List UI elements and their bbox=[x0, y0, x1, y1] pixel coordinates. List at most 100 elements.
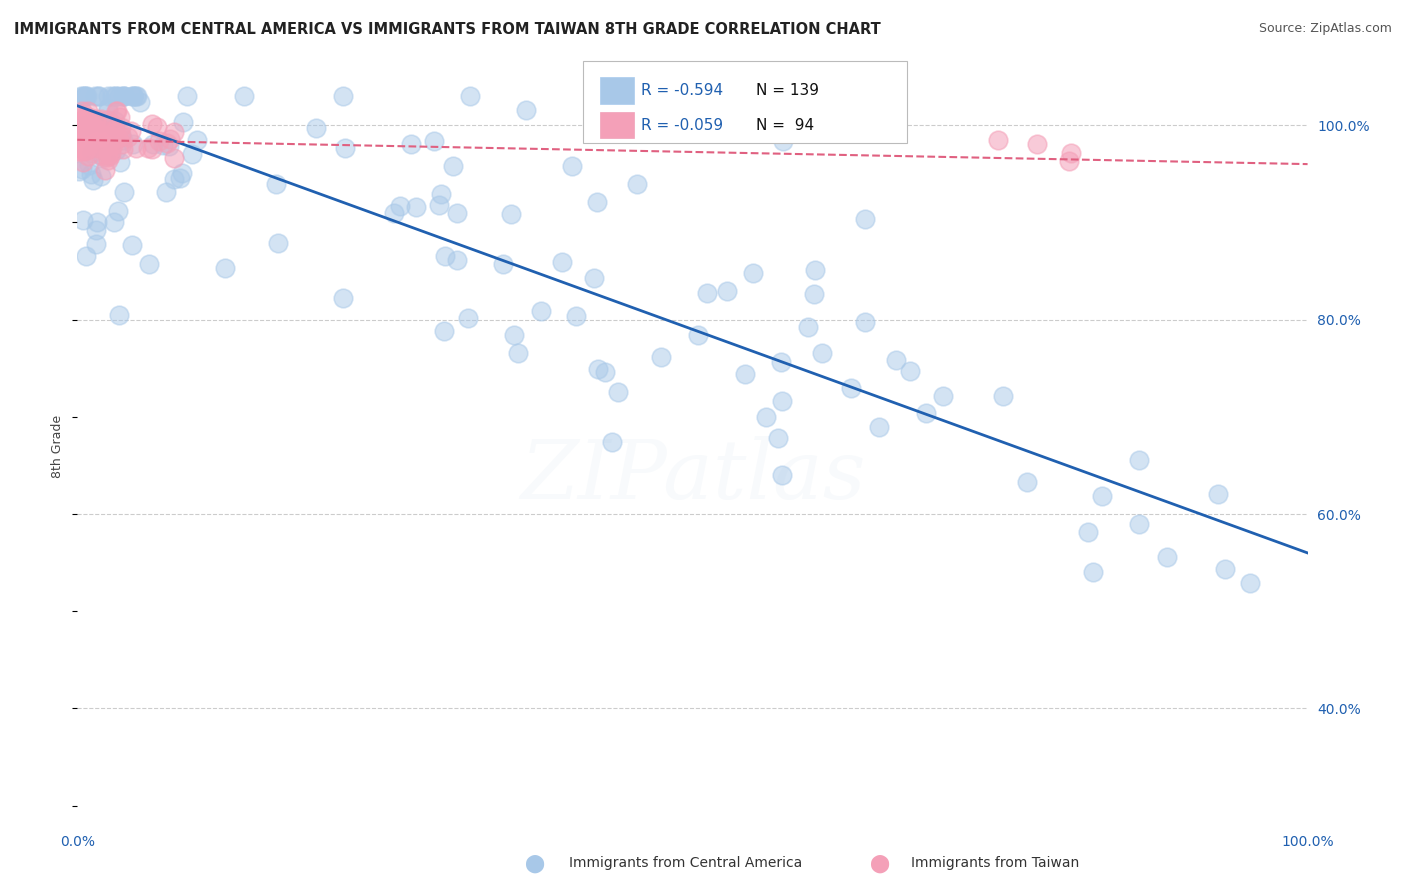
Point bbox=[332, 291, 354, 305]
Point bbox=[446, 206, 468, 220]
Point bbox=[586, 194, 609, 209]
Point bbox=[66, 115, 89, 129]
Point bbox=[163, 172, 186, 186]
Point bbox=[76, 113, 98, 128]
Text: R = -0.594: R = -0.594 bbox=[641, 83, 723, 98]
Point bbox=[76, 89, 98, 103]
Point bbox=[86, 222, 108, 236]
Point bbox=[122, 136, 145, 151]
Point bbox=[433, 324, 456, 338]
Point bbox=[142, 137, 165, 152]
Point bbox=[79, 127, 101, 141]
Point bbox=[91, 150, 114, 164]
Point bbox=[839, 381, 862, 395]
Point bbox=[70, 134, 93, 148]
Point bbox=[73, 145, 96, 159]
Point bbox=[82, 128, 104, 143]
Point bbox=[388, 199, 411, 213]
Point bbox=[86, 131, 108, 145]
Point bbox=[163, 152, 186, 166]
Point bbox=[457, 311, 479, 326]
Point bbox=[83, 89, 105, 103]
Point bbox=[69, 136, 91, 150]
Point bbox=[67, 122, 90, 136]
Point bbox=[172, 115, 194, 129]
Point bbox=[441, 159, 464, 173]
Point bbox=[70, 134, 93, 148]
Point bbox=[69, 128, 91, 142]
Point bbox=[79, 112, 101, 126]
Point bbox=[128, 95, 150, 110]
Point bbox=[82, 172, 104, 186]
Point bbox=[84, 112, 107, 127]
Point bbox=[734, 367, 756, 381]
Point bbox=[405, 200, 427, 214]
Point bbox=[1156, 550, 1178, 565]
Point bbox=[121, 89, 143, 103]
Point bbox=[75, 143, 97, 157]
Point bbox=[853, 212, 876, 227]
Point bbox=[769, 354, 792, 368]
Point bbox=[1083, 566, 1105, 580]
Point bbox=[561, 159, 583, 173]
Point bbox=[86, 215, 108, 229]
Point bbox=[83, 128, 105, 142]
Point bbox=[90, 169, 112, 183]
Point bbox=[502, 328, 524, 343]
Point bbox=[76, 131, 98, 145]
Point bbox=[83, 123, 105, 137]
Point bbox=[104, 125, 127, 139]
Point bbox=[84, 114, 107, 128]
Point bbox=[770, 467, 793, 482]
Point bbox=[90, 147, 112, 161]
Point bbox=[110, 120, 132, 135]
Point bbox=[120, 124, 142, 138]
Point bbox=[80, 136, 103, 151]
Point bbox=[124, 89, 146, 103]
Point bbox=[73, 123, 96, 137]
Point bbox=[163, 125, 186, 139]
Point bbox=[96, 89, 118, 103]
Point bbox=[803, 287, 825, 301]
Point bbox=[73, 120, 96, 134]
Point bbox=[89, 115, 111, 129]
Point bbox=[606, 384, 628, 399]
Point bbox=[84, 123, 107, 137]
Point bbox=[121, 238, 143, 252]
Point bbox=[155, 185, 177, 199]
Point bbox=[94, 162, 117, 177]
Point bbox=[72, 89, 94, 103]
Point bbox=[105, 103, 128, 118]
Point bbox=[104, 89, 127, 103]
Point bbox=[112, 185, 135, 199]
Point bbox=[565, 309, 588, 323]
Point bbox=[169, 171, 191, 186]
Point bbox=[305, 120, 328, 135]
Point bbox=[67, 144, 90, 158]
Point bbox=[811, 346, 834, 360]
Text: ZIPatlas: ZIPatlas bbox=[520, 436, 865, 516]
Point bbox=[69, 141, 91, 155]
Point bbox=[626, 177, 648, 191]
Point bbox=[1128, 517, 1150, 532]
Point bbox=[104, 120, 127, 135]
Point bbox=[114, 89, 136, 103]
Point bbox=[66, 131, 89, 145]
Point bbox=[84, 122, 107, 136]
Point bbox=[1128, 452, 1150, 467]
Point bbox=[515, 103, 537, 118]
Point bbox=[79, 135, 101, 149]
Point bbox=[491, 257, 513, 271]
Point bbox=[900, 364, 922, 378]
Point bbox=[104, 143, 127, 157]
Point bbox=[75, 109, 97, 123]
Point bbox=[125, 89, 148, 103]
Point bbox=[105, 129, 128, 144]
Point bbox=[399, 137, 422, 152]
Point bbox=[100, 116, 122, 130]
Text: ⬤: ⬤ bbox=[869, 855, 889, 872]
Point bbox=[76, 103, 98, 118]
Point bbox=[716, 285, 738, 299]
Point bbox=[100, 89, 122, 103]
Point bbox=[152, 138, 174, 153]
